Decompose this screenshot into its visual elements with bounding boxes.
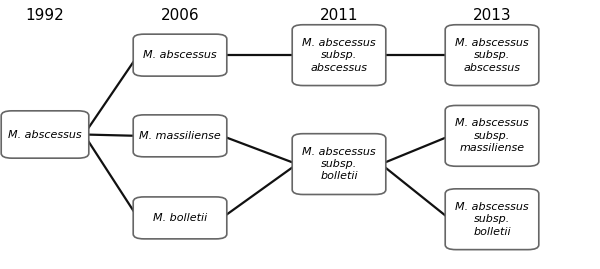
FancyBboxPatch shape [445,189,539,250]
Text: M. massiliense: M. massiliense [139,131,221,141]
FancyBboxPatch shape [445,105,539,166]
Text: 2006: 2006 [161,8,199,23]
Text: 1992: 1992 [26,8,64,23]
Text: M. abscessus
subsp.
abscessus: M. abscessus subsp. abscessus [302,38,376,73]
FancyBboxPatch shape [133,197,227,239]
Text: M. abscessus
subsp.
bolletii: M. abscessus subsp. bolletii [455,202,529,237]
FancyBboxPatch shape [445,25,539,86]
FancyBboxPatch shape [1,111,89,158]
Text: M. bolletii: M. bolletii [153,213,207,223]
FancyBboxPatch shape [292,25,386,86]
FancyBboxPatch shape [133,115,227,157]
Text: 2013: 2013 [473,8,511,23]
Text: M. abscessus: M. abscessus [8,129,82,140]
Text: M. abscessus
subsp.
massiliense: M. abscessus subsp. massiliense [455,118,529,153]
Text: M. abscessus
subsp.
abscessus: M. abscessus subsp. abscessus [455,38,529,73]
FancyBboxPatch shape [133,34,227,76]
Text: M. abscessus
subsp.
bolletii: M. abscessus subsp. bolletii [302,147,376,182]
FancyBboxPatch shape [292,134,386,194]
Text: M. abscessus: M. abscessus [143,50,217,60]
Text: 2011: 2011 [320,8,358,23]
